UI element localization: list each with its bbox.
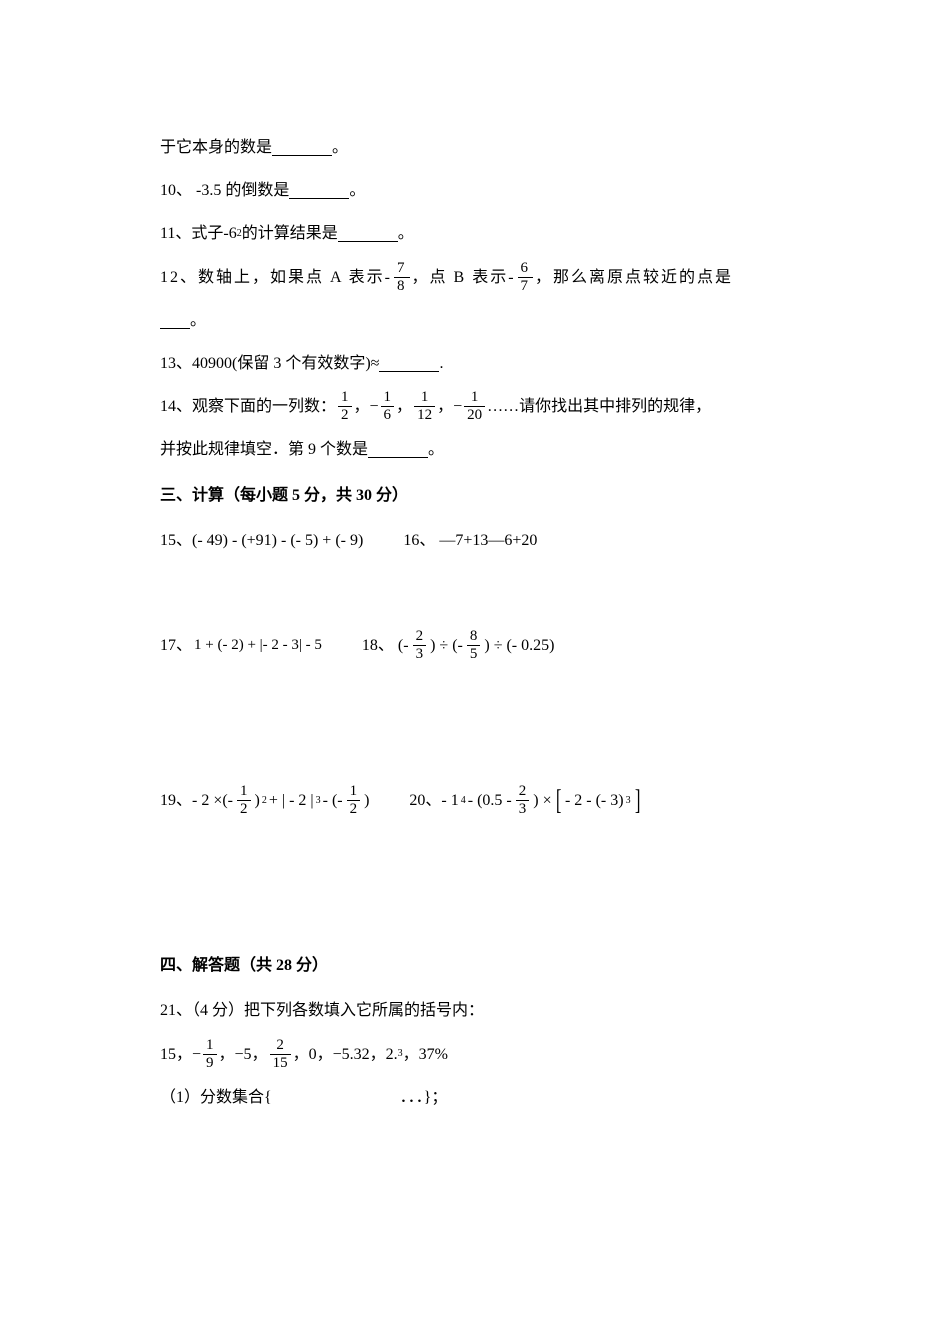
document-page: 于它本身的数是 。 10、 -3.5 的倒数是 。 11、式子-62 的计算结果… xyxy=(0,0,950,1183)
q14-blank xyxy=(368,441,428,458)
q12-line: 12、数轴上，如果点 A 表示- 7 8 ，点 B 表示- 6 7 ，那么离原点… xyxy=(160,260,795,295)
q14-period: 。 xyxy=(428,432,444,467)
q18-f1: 2 3 xyxy=(413,629,427,662)
q17-18-row: 17、 1 + (- 2) + |- 2 - 3| - 5 18、 (- 2 3… xyxy=(160,628,795,663)
q10-blank xyxy=(289,182,349,199)
q20-f1: 2 3 xyxy=(516,784,530,817)
q13-blank xyxy=(379,355,439,372)
q12-mid: ，点 B 表示- xyxy=(412,260,516,295)
q21-sub1: （1）分数集合{ ．．．}； xyxy=(160,1080,795,1115)
q14-f2: 1 6 xyxy=(381,390,395,423)
q11-line: 11、式子-62 的计算结果是 。 xyxy=(160,216,795,251)
q19: 19、- 2 ×(- 1 2 )2 + | - 2 |3 - (- 1 2 ) xyxy=(160,783,369,818)
q14-a: 14、观察下面的一列数： xyxy=(160,389,336,424)
q13-line: 13、40900(保留 3 个有效数字)≈ . xyxy=(160,346,795,381)
q15: 15、(- 49) - (+91) - (- 5) + (- 9) xyxy=(160,523,363,558)
q14-f4: 1 20 xyxy=(464,390,485,423)
q12-frac1: 7 8 xyxy=(394,261,410,294)
q20: 20、- 14 - (0.5 - 2 3 ) × [ - 2 - (- 3)3 … xyxy=(409,783,641,818)
q21-label: 21、（4 分）把下列各数填入它所属的括号内： xyxy=(160,993,484,1028)
q11-blank xyxy=(338,225,398,242)
q14-f1: 1 2 xyxy=(338,390,352,423)
q13-tail: . xyxy=(439,346,443,381)
q21-f1: 1 9 xyxy=(203,1038,217,1071)
q9-tail-text: 于它本身的数是 xyxy=(160,130,272,165)
q9-blank xyxy=(272,139,332,156)
q19-20-row: 19、- 2 ×(- 1 2 )2 + | - 2 |3 - (- 1 2 ) … xyxy=(160,783,795,818)
q14-l2: 并按此规律填空．第 9 个数是 xyxy=(160,432,368,467)
q21-line: 21、（4 分）把下列各数填入它所属的括号内： xyxy=(160,993,795,1028)
q19-f2: 1 2 xyxy=(347,784,361,817)
q16: 16、 —7+13—6+20 xyxy=(403,523,537,558)
q12-blank xyxy=(160,312,190,329)
q9-tail-line: 于它本身的数是 。 xyxy=(160,130,795,165)
q14-tail1: ……请你找出其中排列的规律， xyxy=(487,389,711,424)
q12-frac2: 6 7 xyxy=(518,261,534,294)
q14-s2: ， xyxy=(396,389,412,424)
section3-title: 三、计算（每小题 5 分，共 30 分） xyxy=(160,478,795,513)
q21-list: 15，− 1 9 ，−5， 2 15 ，0，−5.32，2.3 ，37% xyxy=(160,1037,795,1072)
q10-period: 。 xyxy=(349,173,365,208)
q12-period: 。 xyxy=(190,303,206,338)
q11-period: 。 xyxy=(398,216,414,251)
section4-title: 四、解答题（共 28 分） xyxy=(160,948,795,983)
q10-line: 10、 -3.5 的倒数是 。 xyxy=(160,173,795,208)
q14-s1: ，− xyxy=(354,389,379,424)
q12-a: 12、数轴上，如果点 A 表示- xyxy=(160,260,392,295)
q14-s3: ，− xyxy=(437,389,462,424)
q19-f1: 1 2 xyxy=(237,784,251,817)
q14-line1: 14、观察下面的一列数： 1 2 ，− 1 6 ， 1 12 ，− 1 20 …… xyxy=(160,389,795,424)
q21-f2: 2 15 xyxy=(270,1038,291,1071)
q14-line2: 并按此规律填空．第 9 个数是 。 xyxy=(160,432,795,467)
q9-period: 。 xyxy=(332,130,348,165)
q17: 17、 1 + (- 2) + |- 2 - 3| - 5 xyxy=(160,628,322,663)
q15-16-row: 15、(- 49) - (+91) - (- 5) + (- 9) 16、 —7… xyxy=(160,523,795,558)
q14-f3: 1 12 xyxy=(414,390,435,423)
q18-f2: 8 5 xyxy=(467,629,481,662)
q13-text: 13、40900(保留 3 个有效数字)≈ xyxy=(160,346,379,381)
q12-tail: ，那么离原点较近的点是 xyxy=(535,260,733,295)
q18: 18、 (- 2 3 ) ÷ (- 8 5 ) ÷ (- 0.25) xyxy=(362,628,555,663)
q11-tail: 的计算结果是 xyxy=(242,216,338,251)
q10-text: 10、 -3.5 的倒数是 xyxy=(160,173,289,208)
q12-line2: 。 xyxy=(160,303,795,338)
q11-text: 11、式子-6 xyxy=(160,216,237,251)
